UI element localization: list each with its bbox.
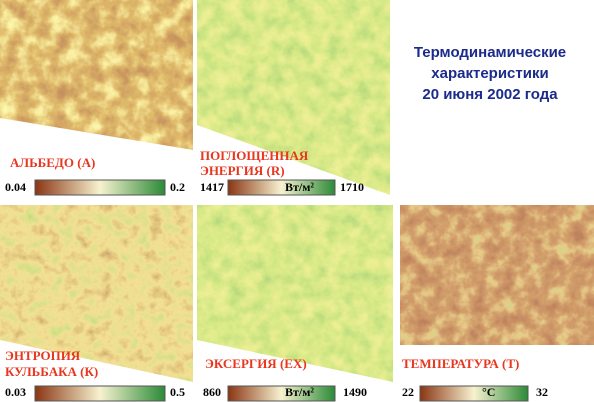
panel-label: ПОГЛОЩЕННАЯ [200, 148, 309, 163]
colorbar-max: 0.2 [170, 180, 185, 194]
colorbar-min: 860 [203, 385, 221, 399]
panel-label: КУЛЬБАКА (К) [5, 364, 98, 379]
colorbar-unit: °C [482, 385, 495, 399]
colorbar [419, 385, 529, 402]
colorbar [227, 179, 336, 196]
panel-label: ТЕМПЕРАТУРА (Т) [402, 356, 519, 371]
panel-label: ЭНТРОПИЯ [5, 348, 81, 363]
colorbar [34, 385, 166, 402]
colorbar-max: 1490 [343, 385, 367, 399]
colorbar [34, 179, 166, 196]
colorbar-max: 32 [536, 385, 548, 399]
panel-label: АЛЬБЕДО (А) [10, 155, 95, 170]
panel-label: ЭКСЕРГИЯ (ЕХ) [205, 356, 307, 371]
colorbar-min: 22 [402, 385, 414, 399]
colorbar [227, 385, 336, 402]
colorbar-min: 0.03 [5, 385, 26, 399]
colorbar-unit: Вт/м² [285, 180, 314, 194]
colorbar-max: 0.5 [170, 385, 185, 399]
colorbar-max: 1710 [340, 180, 364, 194]
colorbar-unit: Вт/м² [285, 385, 314, 399]
colorbar-min: 1417 [200, 180, 224, 194]
title-line: 20 июня 2002 года [422, 86, 558, 103]
title-line: Термодинамические [414, 44, 566, 61]
colorbar-min: 0.04 [5, 180, 26, 194]
panel-label: ЭНЕРГИЯ (R) [200, 163, 285, 178]
title-line: характеристики [431, 65, 548, 82]
